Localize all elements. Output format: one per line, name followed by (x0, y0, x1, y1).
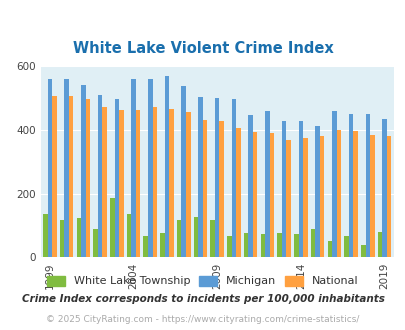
Bar (76, 217, 81, 257)
Bar (119, 110, 123, 257)
Bar (369, 135, 374, 257)
Bar (231, 100, 236, 257)
Bar (352, 131, 357, 257)
Bar (319, 136, 324, 257)
Bar (110, 198, 114, 257)
Bar (382, 118, 386, 257)
Bar (264, 111, 269, 257)
Bar (185, 112, 190, 257)
Bar (198, 97, 202, 257)
Bar (331, 111, 336, 257)
Bar (236, 128, 240, 257)
Bar (68, 96, 73, 257)
Bar (327, 242, 331, 257)
Bar (336, 130, 340, 257)
Bar (214, 98, 219, 257)
Bar (298, 121, 303, 257)
Bar (169, 109, 173, 257)
Bar (181, 86, 185, 257)
Bar (277, 233, 281, 257)
Bar (202, 120, 207, 257)
Bar (193, 216, 198, 257)
Bar (281, 121, 286, 257)
Bar (81, 84, 85, 257)
Bar (303, 138, 307, 257)
Bar (386, 136, 390, 257)
Bar (135, 110, 140, 257)
Bar (143, 236, 148, 257)
Bar (60, 220, 64, 257)
Bar (365, 115, 369, 257)
Bar (315, 126, 319, 257)
Bar (47, 80, 52, 257)
Bar (252, 132, 257, 257)
Bar (43, 214, 47, 257)
Bar (164, 76, 169, 257)
Bar (348, 114, 352, 257)
Bar (210, 220, 214, 257)
Bar (177, 220, 181, 257)
Bar (152, 108, 157, 257)
Bar (148, 80, 152, 257)
Bar (85, 99, 90, 257)
Bar (269, 133, 273, 257)
Bar (377, 232, 382, 257)
Bar (260, 234, 264, 257)
Bar (160, 233, 164, 257)
Bar (248, 115, 252, 257)
Bar (93, 229, 98, 257)
Bar (126, 214, 131, 257)
Bar (52, 96, 56, 257)
Bar (114, 100, 119, 257)
Text: Crime Index corresponds to incidents per 100,000 inhabitants: Crime Index corresponds to incidents per… (21, 294, 384, 304)
Bar (243, 233, 248, 257)
Bar (64, 80, 68, 257)
Bar (360, 245, 365, 257)
Bar (293, 234, 298, 257)
Bar (227, 236, 231, 257)
Bar (219, 121, 224, 257)
Text: White Lake Violent Crime Index: White Lake Violent Crime Index (72, 41, 333, 56)
Bar (343, 236, 348, 257)
Bar (131, 80, 135, 257)
Legend: White Lake Township, Michigan, National: White Lake Township, Michigan, National (43, 271, 362, 291)
Bar (310, 229, 315, 257)
Bar (102, 108, 107, 257)
Text: © 2025 CityRating.com - https://www.cityrating.com/crime-statistics/: © 2025 CityRating.com - https://www.city… (46, 315, 359, 324)
Bar (286, 140, 290, 257)
Bar (98, 95, 102, 257)
